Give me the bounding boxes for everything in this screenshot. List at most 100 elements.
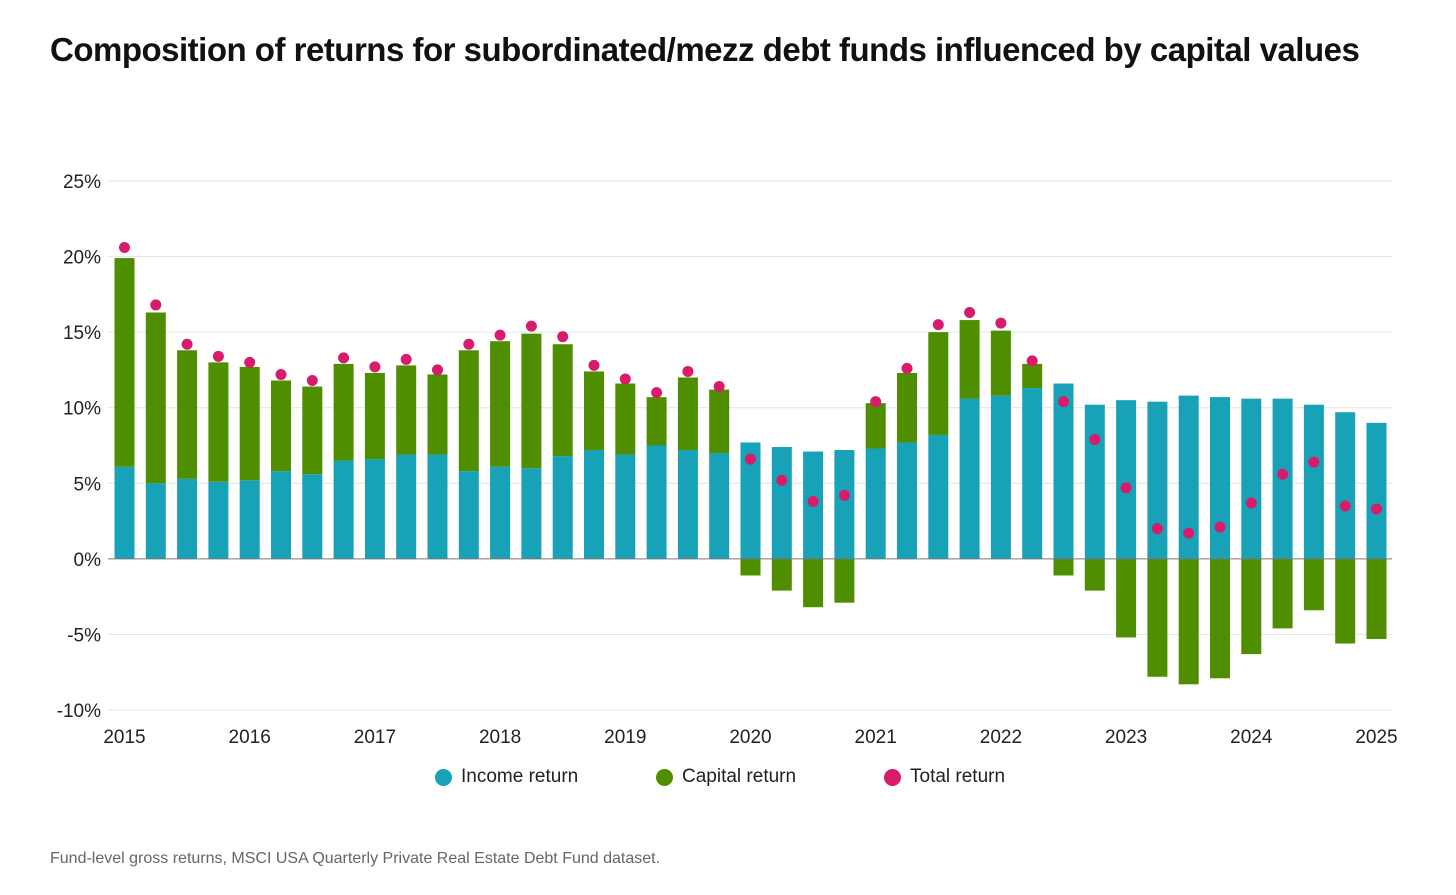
capital-bar xyxy=(396,365,417,455)
x-tick-label: 2025 xyxy=(1355,727,1397,748)
capital-bar xyxy=(1053,558,1074,576)
capital-bar xyxy=(552,344,573,457)
total-return-point xyxy=(1214,521,1226,533)
total-swatch-icon xyxy=(884,768,901,786)
income-bar xyxy=(1178,395,1199,559)
total-return-point xyxy=(651,387,663,399)
total-return-point xyxy=(1151,523,1163,535)
x-tick-label: 2022 xyxy=(980,727,1022,748)
total-return-point xyxy=(150,299,162,311)
legend-item-total: Total return xyxy=(884,762,1005,792)
total-return-point xyxy=(212,350,224,362)
income-bar xyxy=(584,450,604,559)
income-bar xyxy=(145,483,166,559)
income-bar xyxy=(1116,400,1137,559)
total-return-point xyxy=(776,474,788,486)
total-return-point xyxy=(838,489,850,501)
income-bar xyxy=(427,454,448,559)
capital-bar xyxy=(1366,558,1387,639)
y-tick-label: -10% xyxy=(57,701,101,722)
capital-bar xyxy=(1210,558,1230,679)
capital-bar xyxy=(1241,558,1262,655)
income-bar xyxy=(834,450,855,559)
bars xyxy=(114,258,1387,685)
legend-label-capital: Capital return xyxy=(682,766,797,787)
chart-title: Composition of returns for subordinated/… xyxy=(50,31,1360,68)
capital-bar xyxy=(1147,558,1168,677)
capital-swatch-icon xyxy=(656,768,673,786)
total-return-point xyxy=(525,320,537,332)
capital-bar xyxy=(803,558,824,608)
income-bar xyxy=(239,480,260,559)
total-return-point xyxy=(306,375,318,387)
total-return-point xyxy=(870,396,882,408)
total-return-point xyxy=(432,364,443,376)
legend-label-total: Total return xyxy=(910,766,1006,787)
x-tick-label: 2023 xyxy=(1105,727,1147,748)
income-bar xyxy=(396,454,417,559)
capital-bar xyxy=(1116,558,1137,638)
capital-bar xyxy=(302,386,323,475)
capital-bar xyxy=(771,558,792,591)
legend: Income return Capital return Total retur… xyxy=(0,762,1456,792)
x-tick-label: 2021 xyxy=(855,727,897,748)
capital-bar xyxy=(834,558,855,603)
capital-bar xyxy=(145,312,166,484)
total-return-point xyxy=(995,317,1007,329)
capital-bar xyxy=(271,380,291,472)
income-bar xyxy=(677,450,698,559)
income-bar xyxy=(302,474,323,559)
total-return-point xyxy=(338,352,350,364)
x-tick-label: 2017 xyxy=(354,727,396,748)
x-tick-label: 2024 xyxy=(1230,727,1273,748)
capital-bar xyxy=(208,362,229,482)
capital-bar xyxy=(114,258,135,467)
capital-bar xyxy=(928,332,949,435)
total-return-point xyxy=(181,338,193,350)
legend-item-income: Income return xyxy=(435,762,578,792)
total-return-point xyxy=(1371,503,1382,515)
income-bar xyxy=(1053,383,1074,559)
legend-label-income: Income return xyxy=(461,766,579,787)
income-bar xyxy=(521,468,542,559)
legend-item-capital: Capital return xyxy=(656,762,796,792)
income-bar xyxy=(771,447,792,559)
capital-bar xyxy=(959,320,980,399)
income-bar xyxy=(114,466,135,559)
capital-bar xyxy=(521,333,542,469)
income-bar xyxy=(458,471,479,559)
income-bar xyxy=(990,395,1011,559)
income-bar xyxy=(1210,397,1230,559)
total-return-point xyxy=(619,373,631,385)
income-swatch-icon xyxy=(435,768,452,786)
x-tick-label: 2018 xyxy=(479,727,521,748)
total-return-point xyxy=(400,353,412,365)
capital-bar xyxy=(490,341,511,467)
income-bar xyxy=(1366,422,1387,559)
total-return-point xyxy=(901,362,913,374)
capital-bar xyxy=(615,383,636,455)
capital-bar xyxy=(677,377,698,451)
capital-bar xyxy=(740,558,761,576)
total-return-point xyxy=(369,361,381,373)
capital-bar xyxy=(333,363,354,461)
total-return-point xyxy=(1308,456,1320,468)
y-axis-ticks: 25% 20% 15% 10% 5% 0% -5% -10% xyxy=(57,172,101,722)
y-tick-label: 25% xyxy=(63,172,101,193)
total-return-point xyxy=(1026,355,1038,367)
total-return-point xyxy=(745,453,756,465)
y-tick-label: 10% xyxy=(63,399,101,420)
income-bar xyxy=(1147,401,1168,559)
x-axis-ticks: 2015 2016 2017 2018 2019 2020 2021 2022 2023 2024… xyxy=(103,727,1397,748)
capital-bar xyxy=(1084,558,1105,591)
total-return-point xyxy=(713,381,725,393)
capital-bar xyxy=(427,374,448,455)
capital-bar xyxy=(1272,558,1293,629)
footnote: Fund-level gross returns, MSCI USA Quart… xyxy=(50,850,661,867)
capital-bar xyxy=(1022,363,1043,389)
total-return-point xyxy=(119,242,130,254)
total-return-point xyxy=(932,319,944,331)
capital-bar xyxy=(990,330,1011,396)
capital-bar xyxy=(458,350,479,472)
income-bar xyxy=(1241,398,1262,559)
